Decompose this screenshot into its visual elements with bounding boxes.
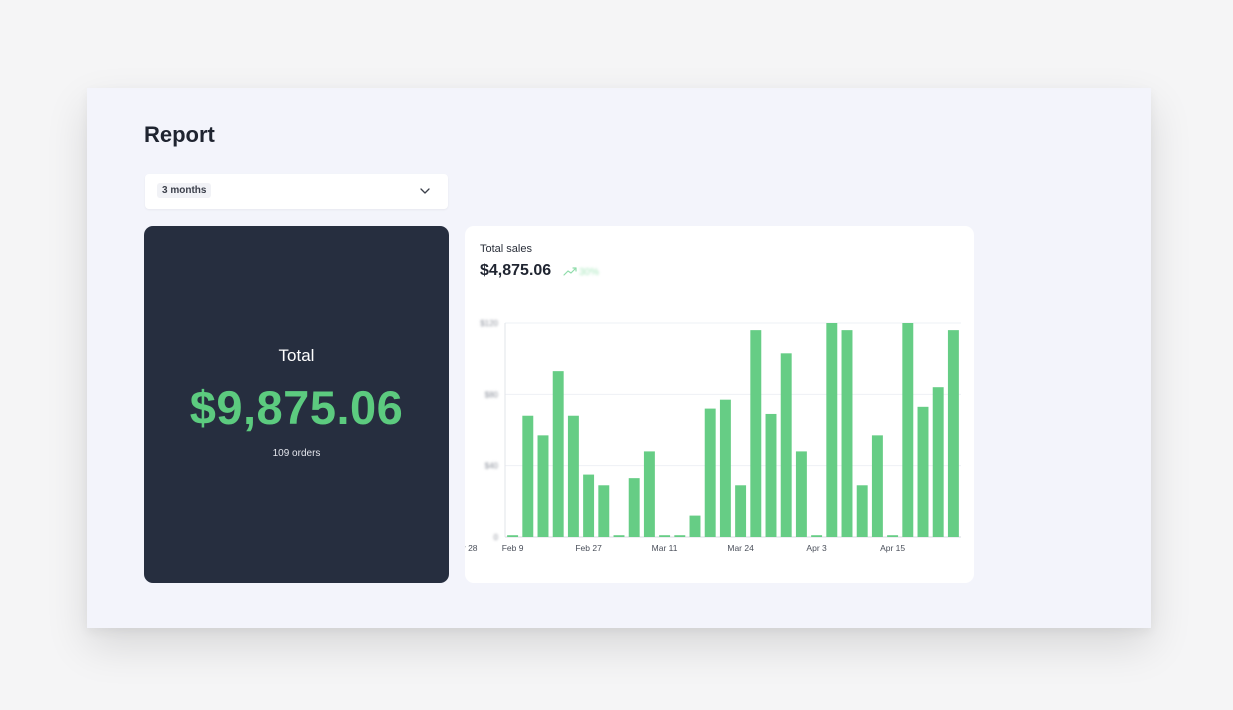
chevron-down-icon <box>420 188 430 194</box>
report-window: Report 3 months Total $9,875.06 109 orde… <box>87 88 1151 628</box>
sales-amount: $4,875.06 <box>480 262 552 279</box>
x-tick-label: Apr 28 <box>465 543 478 553</box>
date-range-value: 3 months <box>157 183 212 198</box>
sales-bar[interactable] <box>643 451 655 537</box>
orders-count: 109 orders <box>272 448 321 459</box>
sales-trend: 30% <box>563 265 599 279</box>
sales-bar[interactable] <box>811 535 823 537</box>
x-tick-label: Apr 15 <box>880 543 905 553</box>
sales-bar[interactable] <box>628 478 640 537</box>
y-tick-label: $120 <box>480 319 498 328</box>
sales-bar[interactable] <box>887 535 899 537</box>
sales-bar[interactable] <box>947 330 959 537</box>
sales-bar[interactable] <box>613 535 625 537</box>
sales-bar[interactable] <box>552 371 564 537</box>
sales-bar[interactable] <box>598 485 610 537</box>
sales-bar[interactable] <box>659 535 671 537</box>
trend-up-icon <box>563 267 577 276</box>
y-tick-label: $40 <box>485 462 499 471</box>
x-tick-label: Mar 11 <box>652 543 678 553</box>
sales-bar[interactable] <box>719 399 731 537</box>
total-label: Total <box>278 346 315 365</box>
x-tick-label: Mar 24 <box>727 543 754 553</box>
sales-bar[interactable] <box>750 330 762 537</box>
x-tick-label: Feb 27 <box>575 543 602 553</box>
sales-bar[interactable] <box>689 515 701 537</box>
page-title: Report <box>144 122 215 147</box>
y-tick-label: 0 <box>494 533 499 542</box>
sales-bar[interactable] <box>522 415 534 537</box>
sales-bar[interactable] <box>932 387 944 537</box>
sales-bar[interactable] <box>735 485 747 537</box>
total-amount: $9,875.06 <box>189 381 404 434</box>
sales-bar[interactable] <box>780 353 792 537</box>
sales-bar[interactable] <box>917 406 929 537</box>
total-sales-card: Total sales $4,875.06 30% 0 $40 $80 $120 Feb… <box>465 226 974 583</box>
x-tick-label: Apr 3 <box>806 543 827 553</box>
sales-bar[interactable] <box>826 323 838 537</box>
y-tick-label: $80 <box>485 390 499 399</box>
sales-bar[interactable] <box>537 435 549 537</box>
sales-bar[interactable] <box>567 415 579 537</box>
sales-bar[interactable] <box>841 330 853 537</box>
sales-bar[interactable] <box>902 323 914 537</box>
date-range-select[interactable]: 3 months <box>145 174 448 209</box>
sales-bar[interactable] <box>765 413 777 537</box>
x-tick-label: Feb 9 <box>502 543 524 553</box>
sales-bar[interactable] <box>674 535 686 537</box>
total-card: Total $9,875.06 109 orders <box>144 226 449 583</box>
sales-bar[interactable] <box>583 474 595 537</box>
sales-bar[interactable] <box>704 408 716 537</box>
sales-bar[interactable] <box>871 435 883 537</box>
sales-title: Total sales <box>480 243 532 255</box>
sales-bar-chart: 0 $40 $80 $120 Feb 9 Feb 27 Mar 11 Mar 24 Apr 3 A… <box>465 319 961 553</box>
sales-bar[interactable] <box>507 535 519 537</box>
sales-bar[interactable] <box>795 451 807 537</box>
trend-percent: 30% <box>579 266 600 278</box>
sales-bar[interactable] <box>856 485 868 537</box>
